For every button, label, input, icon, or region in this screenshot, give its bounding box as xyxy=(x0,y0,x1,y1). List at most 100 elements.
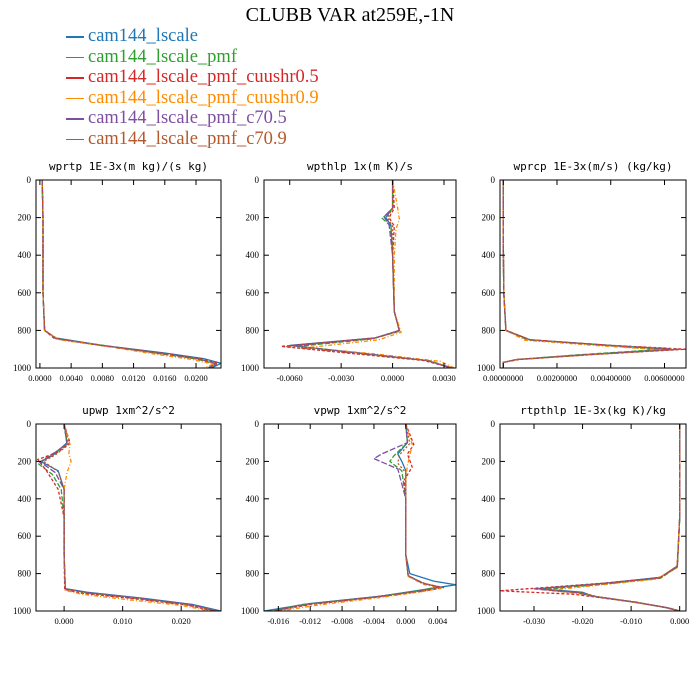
x-tick-label: 0.020 xyxy=(172,616,191,626)
plot-frame xyxy=(499,423,687,612)
page-title: CLUBB VAR at259E,-1N xyxy=(245,4,455,26)
series-line xyxy=(538,424,681,611)
x-tick-label: 0.000 xyxy=(396,616,415,626)
panel-title: wprcp 1E-3x(m/s) (kg/kg) xyxy=(514,160,673,173)
plot-frame xyxy=(35,179,222,369)
y-tick-label: 600 xyxy=(18,531,32,541)
y-tick-label: 400 xyxy=(246,250,260,260)
x-tick-label: -0.010 xyxy=(620,616,642,626)
x-tick-label: 0.00400000 xyxy=(591,373,631,383)
y-tick-label: 600 xyxy=(246,531,260,541)
series-line xyxy=(502,180,681,368)
series-line xyxy=(41,180,221,368)
y-tick-label: 1000 xyxy=(477,606,496,616)
x-tick-label: 0.004 xyxy=(428,616,448,626)
y-tick-label: 0 xyxy=(255,419,260,429)
x-tick-label: 0.010 xyxy=(113,616,132,626)
x-tick-label: 0.0000 xyxy=(28,373,51,383)
series-line xyxy=(270,424,438,611)
legend-line-swatch xyxy=(66,36,84,38)
y-tick-label: 400 xyxy=(482,494,496,504)
legend-line-swatch xyxy=(66,138,84,140)
x-tick-label: -0.020 xyxy=(572,616,594,626)
y-tick-label: 400 xyxy=(18,494,32,504)
plot-frame xyxy=(35,423,222,612)
y-tick-label: 0 xyxy=(27,175,32,185)
series-line xyxy=(289,180,453,368)
plot-frame xyxy=(263,179,457,369)
series-line xyxy=(63,424,211,611)
x-tick-label: -0.030 xyxy=(523,616,545,626)
legend-line-swatch xyxy=(66,77,84,79)
legend-label: cam144_lscale_pmf_cuushr0.9 xyxy=(88,87,319,108)
y-tick-label: 200 xyxy=(246,456,260,466)
x-tick-label: 0.00000000 xyxy=(483,373,523,383)
series-line xyxy=(286,180,453,368)
y-tick-label: 400 xyxy=(18,250,32,260)
chart-panel: upwp 1xm^2/s^2 0 200 400 600 800 1000 0.000 0.01… xyxy=(13,404,222,626)
y-tick-label: 400 xyxy=(482,250,496,260)
legend-label: cam144_lscale_pmf_c70.9 xyxy=(88,128,287,149)
series-line xyxy=(533,424,681,611)
y-tick-label: 800 xyxy=(482,569,496,579)
panel-title: upwp 1xm^2/s^2 xyxy=(82,404,175,417)
x-tick-label: 0.00200000 xyxy=(537,373,577,383)
x-tick-label: -0.004 xyxy=(363,616,386,626)
panel-title: rtpthlp 1E-3x(kg K)/kg xyxy=(520,404,666,417)
series-group xyxy=(502,180,686,368)
series-line xyxy=(306,180,455,368)
y-tick-label: 1000 xyxy=(13,363,32,373)
y-tick-label: 400 xyxy=(246,494,260,504)
y-tick-label: 1000 xyxy=(13,606,32,616)
series-line xyxy=(500,424,681,611)
x-tick-label: 0.000 xyxy=(55,616,74,626)
x-tick-label: 0.0030 xyxy=(432,373,455,383)
series-group xyxy=(500,424,681,611)
x-tick-label: -0.0060 xyxy=(277,373,303,383)
x-tick-label: 0.0080 xyxy=(91,373,114,383)
series-line xyxy=(41,180,219,368)
y-tick-label: 800 xyxy=(246,569,260,579)
y-tick-label: 0 xyxy=(27,419,32,429)
series-group xyxy=(36,424,221,611)
chart-panel: wpthlp 1x(m K)/s 0 200 400 600 800 1000 -0.0060… xyxy=(241,160,457,383)
legend-label: cam144_lscale_pmf_c70.5 xyxy=(88,108,287,128)
legend-label: cam144_lscale_pmf_cuushr0.5 xyxy=(88,67,319,87)
chart-panel: rtpthlp 1E-3x(kg K)/kg 0 200 400 600 800 1000 -… xyxy=(477,404,689,626)
series-line xyxy=(41,180,219,368)
series-line xyxy=(271,424,440,611)
y-tick-label: 800 xyxy=(18,325,32,335)
legend-label: cam144_lscale_pmf xyxy=(88,46,237,67)
series-line xyxy=(274,424,445,611)
y-tick-label: 600 xyxy=(246,288,260,298)
series-line xyxy=(279,424,442,611)
panel-title: wprtp 1E-3x(m kg)/(s kg) xyxy=(49,160,208,173)
x-tick-label: 0.0000 xyxy=(381,373,404,383)
series-line xyxy=(502,180,665,368)
chart-panel: wprtp 1E-3x(m kg)/(s kg) 0 200 400 600 800 100… xyxy=(13,160,222,383)
y-tick-label: 600 xyxy=(482,288,496,298)
chart-panel: vpwp 1xm^2/s^2 0 200 400 600 800 1000 -0.016 -0.… xyxy=(241,404,457,626)
legend-line-swatch xyxy=(66,97,84,99)
y-tick-label: 1000 xyxy=(477,363,496,373)
y-tick-label: 600 xyxy=(482,531,496,541)
series-line xyxy=(273,424,442,611)
plot-frame xyxy=(263,423,457,612)
x-tick-label: 0.0040 xyxy=(59,373,82,383)
series-group xyxy=(281,180,455,368)
y-tick-label: 800 xyxy=(246,325,260,335)
y-tick-label: 0 xyxy=(255,175,260,185)
y-tick-label: 200 xyxy=(18,213,32,223)
y-tick-label: 1000 xyxy=(241,606,260,616)
x-tick-label: -0.016 xyxy=(267,616,289,626)
x-tick-label: 0.00600000 xyxy=(644,373,684,383)
x-tick-label: 0.0200 xyxy=(184,373,207,383)
panel-title: vpwp 1xm^2/s^2 xyxy=(314,404,407,417)
legend-line-swatch xyxy=(66,118,84,120)
y-tick-label: 1000 xyxy=(241,363,260,373)
series-group xyxy=(41,180,221,368)
series-line xyxy=(39,424,220,611)
y-tick-label: 200 xyxy=(482,456,496,466)
y-tick-label: 800 xyxy=(482,325,496,335)
